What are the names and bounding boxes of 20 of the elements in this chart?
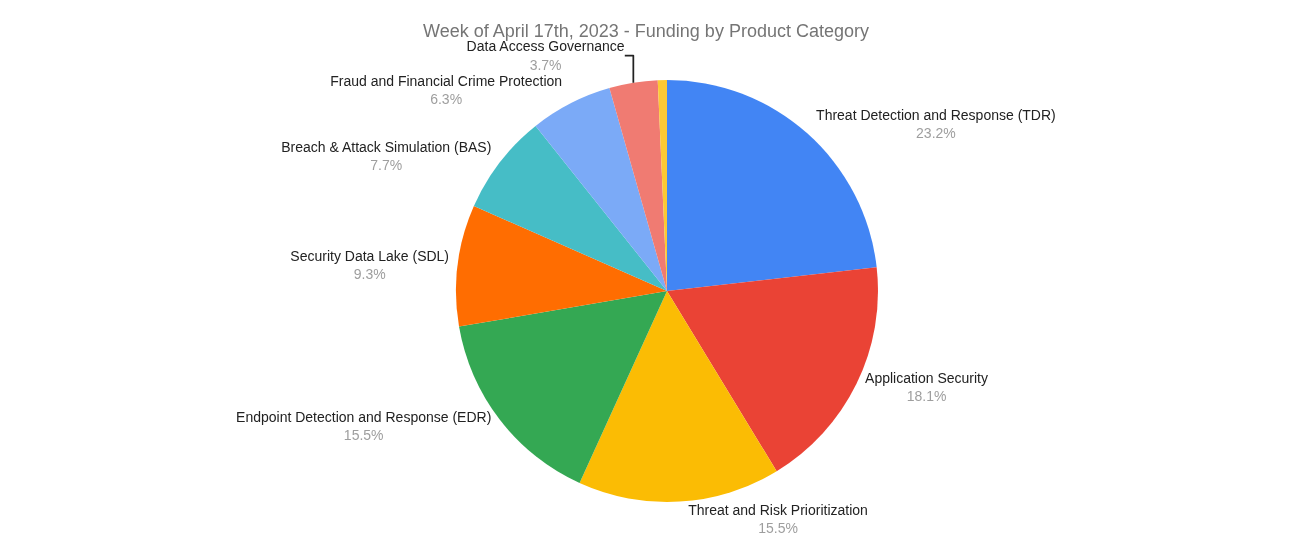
pie-slice — [535, 88, 667, 291]
slice-label: Threat and Risk Prioritization — [688, 501, 868, 518]
data-label: 3.7% — [529, 56, 562, 73]
slice-label: Breach & Attack Simulation (BAS) — [281, 138, 492, 155]
data-label: 15.5% — [758, 519, 798, 536]
slice-label: Threat Detection and Response (TDR) — [816, 106, 1056, 123]
slice-label: Application Security — [865, 370, 988, 387]
slice-label: Security Data Lake (SDL) — [290, 247, 450, 264]
slice-label: Fraud and Financial Crime Protection — [330, 72, 563, 89]
pie-slice — [456, 205, 667, 327]
pie-slice — [579, 291, 777, 502]
pie-slice — [609, 80, 667, 291]
data-label: 6.3% — [430, 90, 463, 107]
chart-title: Week of April 17th, 2023 - Funding by Product Category — [423, 20, 869, 41]
data-label: 9.3% — [353, 266, 386, 283]
data-label: 15.5% — [343, 427, 384, 444]
data-label: 23.2% — [916, 125, 956, 142]
data-label: 7.7% — [370, 156, 403, 173]
data-label: 18.1% — [906, 388, 947, 405]
slice-label: Endpoint Detection and Response (EDR) — [236, 409, 492, 426]
